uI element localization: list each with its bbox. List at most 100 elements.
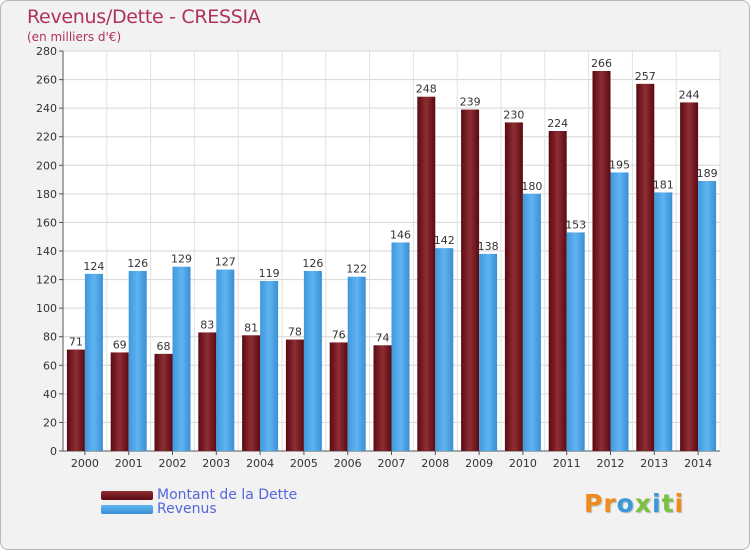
x-tick-label: 2008	[421, 457, 449, 470]
data-label: 146	[390, 228, 411, 241]
bar-dette	[504, 122, 523, 451]
data-label: 239	[460, 96, 481, 109]
data-label: 153	[565, 218, 586, 231]
data-label: 180	[521, 180, 542, 193]
data-label: 189	[697, 167, 718, 180]
data-label: 230	[503, 108, 524, 121]
logo-letter: r	[603, 489, 617, 518]
logo-letter: i	[674, 489, 685, 518]
bar-dette	[329, 342, 348, 451]
legend-label-dette: Montant de la Dette	[157, 487, 298, 503]
x-tick-label: 2000	[71, 457, 99, 470]
legend-swatch-revenus	[101, 504, 153, 514]
bar-dette	[154, 353, 173, 451]
x-tick-label: 2003	[202, 457, 230, 470]
data-label: 124	[83, 260, 104, 273]
data-label: 126	[302, 257, 323, 270]
data-label: 76	[332, 328, 346, 341]
data-label: 74	[376, 331, 390, 344]
bar-revenus	[216, 269, 235, 451]
x-tick-label: 2006	[334, 457, 362, 470]
data-label: 71	[69, 336, 83, 349]
y-tick-label: 20	[43, 416, 57, 429]
x-tick-label: 2005	[290, 457, 318, 470]
legend-item-dette: Montant de la Dette	[101, 487, 297, 503]
y-tick-label: 180	[36, 188, 57, 201]
data-label: 119	[259, 267, 280, 280]
bar-dette	[285, 339, 304, 451]
legend-swatch-dette	[101, 490, 153, 500]
data-label: 126	[127, 257, 148, 270]
x-tick-label: 2002	[159, 457, 187, 470]
data-label: 142	[434, 234, 455, 247]
y-tick-label: 140	[36, 245, 57, 258]
bar-revenus	[347, 276, 366, 451]
bar-revenus	[522, 193, 541, 451]
logo-letter: x	[634, 489, 652, 518]
bar-revenus	[303, 271, 322, 451]
y-tick-label: 80	[43, 331, 57, 344]
chart-title: Revenus/Dette - CRESSIA	[27, 6, 261, 28]
data-label: 122	[346, 263, 367, 276]
legend-item-revenus: Revenus	[101, 501, 217, 517]
bars	[66, 71, 717, 452]
bar-dette	[198, 332, 217, 451]
y-tick-label: 220	[36, 131, 57, 144]
x-tick-label: 2010	[509, 457, 537, 470]
y-tick-label: 260	[36, 74, 57, 87]
bar-dette	[373, 345, 392, 451]
y-tick-label: 280	[36, 45, 57, 58]
data-label: 224	[547, 117, 568, 130]
bar-revenus	[172, 266, 191, 451]
bar-revenus	[391, 242, 410, 451]
bar-revenus	[698, 181, 717, 451]
bar-revenus	[654, 192, 673, 451]
bar-dette	[592, 71, 611, 451]
logo-letter: P	[584, 489, 604, 518]
logo-letter: i	[652, 489, 662, 518]
bar-revenus	[479, 253, 498, 451]
data-label: 127	[215, 256, 236, 269]
x-tick-label: 2007	[378, 457, 406, 470]
x-tick-label: 2009	[465, 457, 493, 470]
x-tick-label: 2014	[684, 457, 712, 470]
x-tick-label: 2012	[597, 457, 625, 470]
bar-dette	[680, 102, 699, 451]
bar-dette	[66, 349, 85, 451]
y-tick-label: 0	[50, 445, 57, 458]
data-label: 78	[288, 326, 302, 339]
bar-dette	[461, 109, 480, 452]
bar-dette	[417, 96, 436, 451]
y-tick-label: 60	[43, 359, 57, 372]
proxiti-logo: Proxiti	[584, 489, 684, 518]
data-label: 244	[679, 88, 700, 101]
data-label: 83	[200, 318, 214, 331]
data-labels: 71 124 69 126 68 129 83 127 81 119 78 126 76 122 74 146…	[69, 57, 718, 353]
data-label: 257	[635, 70, 656, 83]
data-label: 68	[157, 340, 171, 353]
x-tick-label: 2004	[246, 457, 274, 470]
data-label: 195	[609, 158, 630, 171]
bar-revenus	[566, 232, 585, 451]
logo-letter: t	[661, 489, 675, 518]
chart-subtitle: (en milliers d'€)	[27, 30, 122, 44]
y-tick-label: 200	[36, 159, 57, 172]
bar-dette	[636, 83, 655, 451]
bar-revenus	[260, 281, 279, 451]
data-label: 81	[244, 321, 258, 334]
data-label: 181	[653, 178, 674, 191]
x-tick-label: 2011	[553, 457, 581, 470]
y-tick-label: 100	[36, 302, 57, 315]
bar-revenus	[435, 248, 454, 451]
bar-dette	[548, 131, 567, 451]
bar-revenus	[128, 271, 147, 451]
data-label: 69	[113, 338, 127, 351]
bar-dette	[110, 352, 129, 451]
bar-revenus	[84, 273, 103, 451]
x-tick-label: 2013	[640, 457, 668, 470]
data-label: 248	[416, 83, 437, 96]
bar-revenus	[610, 172, 629, 451]
x-tick-label: 2001	[115, 457, 143, 470]
